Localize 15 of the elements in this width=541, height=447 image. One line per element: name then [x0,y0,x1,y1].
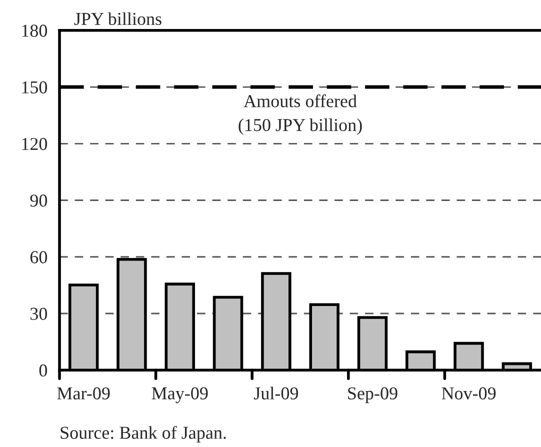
x-tick-label: Nov-09 [442,387,496,400]
y-tick-label: 180 [22,24,48,37]
y-tick-label: 90 [30,194,48,207]
y-tick-label: 30 [30,308,48,320]
y-tick-label: 0 [39,364,48,377]
x-tick-label: Sep-09 [348,387,398,404]
y-tick-label: 150 [22,81,48,94]
y-axis-title: JPY billions [74,12,162,26]
y-tick-label: 120 [22,138,48,150]
x-tick-label: May-09 [152,387,208,404]
y-tick-label: 60 [30,251,48,264]
source-note: Source: Bank of Japan. [60,426,226,443]
x-tick-label: Jul-09 [254,386,298,400]
x-tick-label: Mar-09 [57,387,110,400]
ref-line-label: Amouts offered (150 JPY billion) [238,94,362,135]
